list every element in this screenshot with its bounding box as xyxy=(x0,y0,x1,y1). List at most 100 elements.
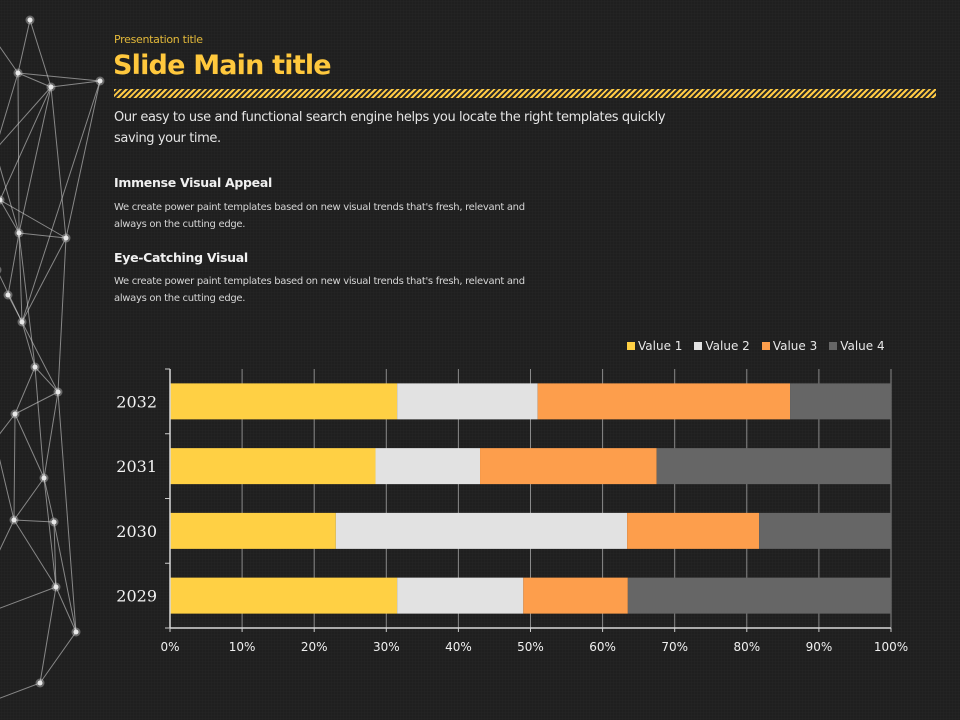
network-line xyxy=(21,80,101,323)
network-node xyxy=(53,584,59,590)
network-line xyxy=(7,294,23,323)
network-node xyxy=(48,84,54,90)
legend-label: Value 3 xyxy=(772,339,818,353)
network-node xyxy=(11,517,17,523)
network-line xyxy=(43,391,59,479)
network-line xyxy=(18,232,23,323)
bar-segment xyxy=(397,383,538,420)
network-line xyxy=(43,477,55,523)
section-heading: Immense Visual Appeal xyxy=(114,175,272,190)
x-tick-label: 90% xyxy=(806,640,833,654)
y-tick-label: 2029 xyxy=(116,587,157,606)
network-line xyxy=(0,199,20,234)
network-line xyxy=(18,86,52,234)
network-node xyxy=(27,17,33,23)
bar-segment xyxy=(170,512,336,549)
network-node xyxy=(5,292,11,298)
network-line xyxy=(43,477,57,588)
network-line xyxy=(55,586,77,633)
x-tick-label: 30% xyxy=(373,640,400,654)
bar-segment xyxy=(335,512,628,549)
network-line xyxy=(14,391,59,415)
network-line xyxy=(50,80,101,88)
network-line xyxy=(17,72,20,234)
bar-segment xyxy=(480,448,657,485)
network-line xyxy=(17,72,52,88)
network-line xyxy=(14,413,45,479)
network-line xyxy=(13,519,57,588)
network-line xyxy=(0,682,41,699)
network-line xyxy=(29,19,52,88)
network-decoration xyxy=(0,15,105,699)
stacked-bar-chart: 0% 10% 20% 30% 40% 50% 60% 70% 80% 90% 100% 2029 203… xyxy=(116,368,908,654)
network-line xyxy=(13,519,55,523)
network-line xyxy=(65,80,101,239)
bar-segment xyxy=(656,448,891,485)
network-line xyxy=(34,366,45,479)
section-body: We create power paint templates based on… xyxy=(114,202,525,230)
network-line xyxy=(0,46,19,74)
legend-swatch xyxy=(829,342,838,350)
x-tick-label: 20% xyxy=(301,640,328,654)
slide-main-title: Slide Main title xyxy=(113,50,332,81)
network-node xyxy=(15,70,21,76)
legend-label: Value 4 xyxy=(840,339,885,353)
network-line xyxy=(53,521,77,633)
network-line xyxy=(17,72,101,82)
legend-swatch xyxy=(694,342,703,350)
network-node xyxy=(0,197,3,203)
bar-segment xyxy=(397,577,524,614)
network-node xyxy=(19,319,25,325)
network-node xyxy=(41,475,47,481)
x-tick-label: 10% xyxy=(229,640,256,654)
x-tick-label: 40% xyxy=(445,640,472,654)
network-node xyxy=(16,230,22,236)
network-line xyxy=(50,86,67,239)
network-line xyxy=(0,86,52,146)
network-node xyxy=(55,389,61,395)
bar-segment xyxy=(170,383,398,420)
y-tick-label: 2032 xyxy=(116,392,157,411)
network-line xyxy=(0,413,16,435)
network-node xyxy=(51,519,57,525)
y-tick-label: 2030 xyxy=(116,522,157,541)
network-node-glow xyxy=(0,266,2,274)
network-line xyxy=(18,232,36,368)
legend-swatch xyxy=(761,342,770,350)
section-body: We create power paint templates based on… xyxy=(114,276,525,304)
legend-label: Value 2 xyxy=(705,339,750,353)
network-line xyxy=(13,413,16,521)
x-tick-label: 100% xyxy=(874,640,908,654)
network-line xyxy=(53,521,57,588)
network-node xyxy=(97,78,103,84)
network-line xyxy=(0,458,15,521)
network-line xyxy=(57,391,77,633)
network-line xyxy=(39,631,77,684)
network-line xyxy=(0,519,15,551)
network-line xyxy=(13,477,45,521)
title-underline-hatch xyxy=(114,89,936,98)
network-line xyxy=(7,232,20,296)
network-node xyxy=(12,411,18,417)
network-line xyxy=(0,165,20,234)
bar-segment xyxy=(759,512,891,549)
network-line xyxy=(21,237,67,323)
x-tick-label: 0% xyxy=(160,640,179,654)
bar-segment xyxy=(375,448,481,485)
bar-segment xyxy=(627,512,760,549)
x-tick-label: 80% xyxy=(733,640,760,654)
bar-segment xyxy=(523,577,628,614)
bar-segment xyxy=(537,383,791,420)
x-tick-label: 60% xyxy=(589,640,616,654)
network-line xyxy=(21,321,59,393)
network-line xyxy=(0,199,67,239)
network-line xyxy=(18,232,67,239)
y-tick-label: 2031 xyxy=(116,457,157,476)
network-node xyxy=(32,364,38,370)
legend-label: Value 1 xyxy=(638,339,683,353)
legend-item: Value 4 xyxy=(829,339,885,353)
bar-segment xyxy=(170,577,398,614)
network-node xyxy=(73,629,79,635)
presentation-title: Presentation title xyxy=(114,33,203,46)
network-line xyxy=(17,19,31,74)
